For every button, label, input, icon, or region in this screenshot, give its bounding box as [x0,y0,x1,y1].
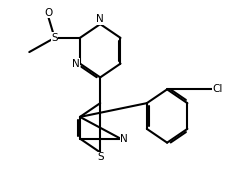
Text: S: S [97,152,104,162]
Text: N: N [72,59,80,69]
Text: S: S [51,33,58,43]
Text: N: N [96,14,104,24]
Text: N: N [121,134,128,144]
Text: Cl: Cl [213,84,223,94]
Text: O: O [45,8,53,18]
